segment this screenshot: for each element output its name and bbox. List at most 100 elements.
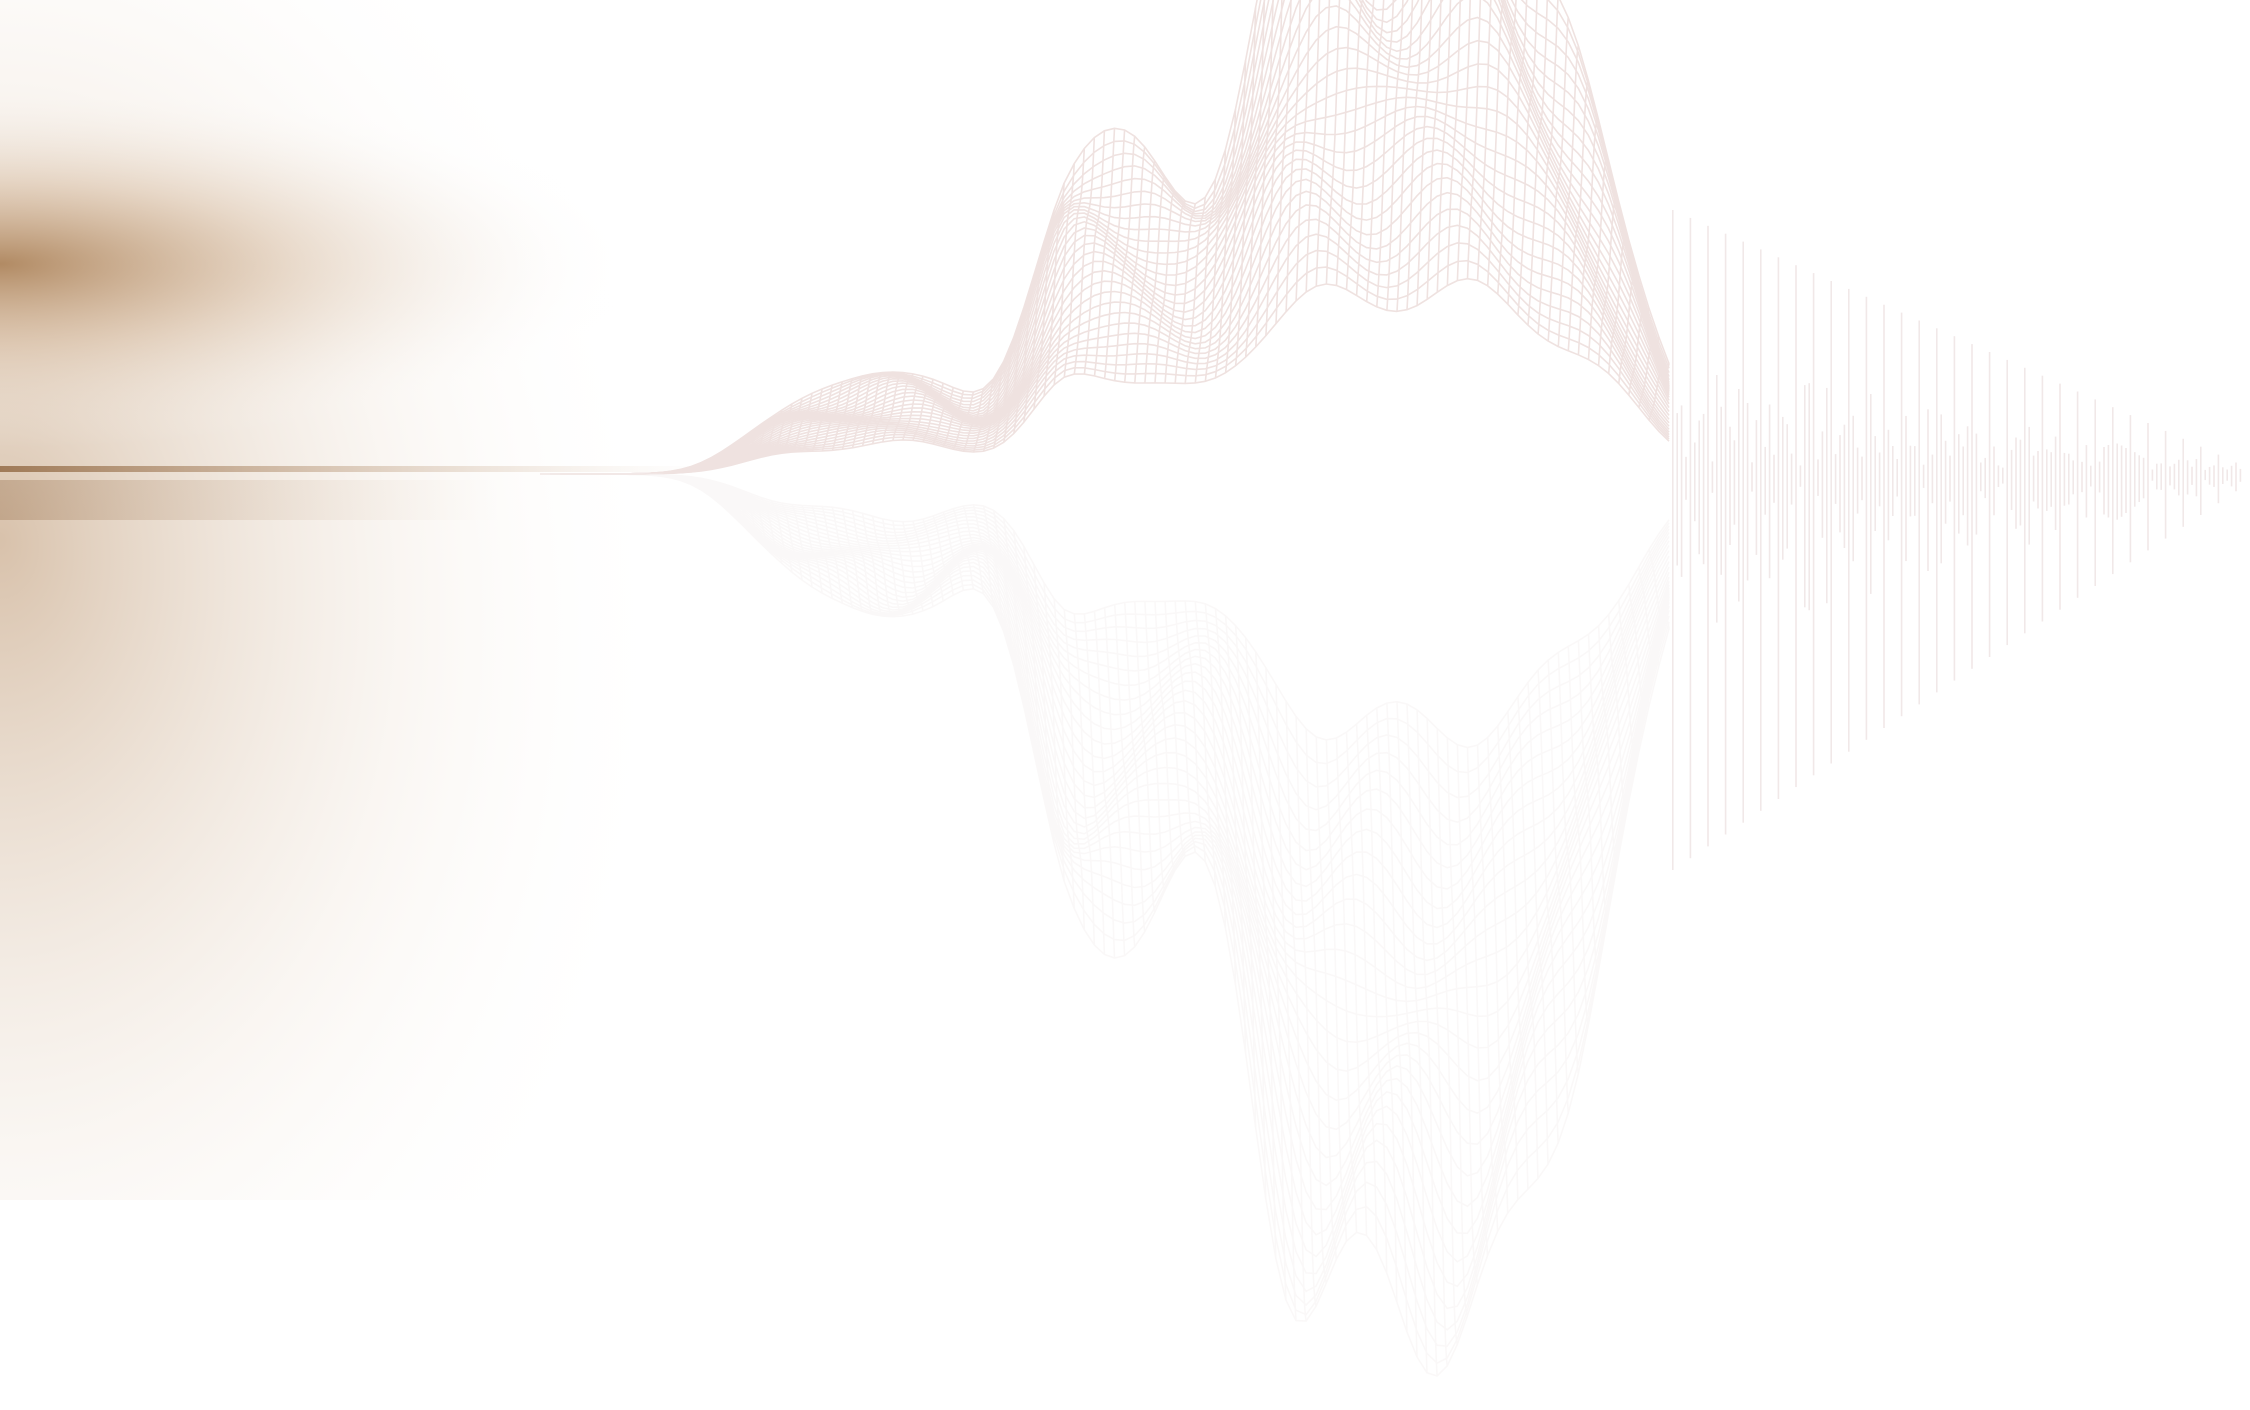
reflection-column-line xyxy=(962,505,985,594)
spectrum-bar xyxy=(1900,312,1903,717)
reflection-column-line xyxy=(912,520,934,607)
mesh-column-line xyxy=(661,468,682,475)
mesh-column-line xyxy=(1103,129,1126,379)
spectrum-bar xyxy=(1746,403,1749,581)
reflection-column-line xyxy=(1406,703,1428,1373)
spectrum-bar xyxy=(2107,445,2110,518)
mesh-row-line xyxy=(560,39,1670,475)
spectrum-bar xyxy=(1971,344,1973,669)
mesh-column-line xyxy=(1406,0,1423,310)
spectrum-bar xyxy=(1962,446,1964,516)
reflection-column-line xyxy=(1023,546,1045,799)
mesh-column-line xyxy=(710,444,732,471)
spectrum-bar xyxy=(1738,389,1740,602)
reflection-column-line xyxy=(1103,607,1126,956)
reflection-column-line xyxy=(1123,602,1146,932)
spectrum-bar xyxy=(2208,466,2211,485)
mesh-column-line xyxy=(1497,0,1517,295)
reflection-column-line xyxy=(1648,549,1670,629)
mesh-column-line xyxy=(1073,137,1096,375)
mesh-column-line xyxy=(1164,200,1186,384)
spectrum-bar xyxy=(1812,273,1815,776)
spectrum-bar xyxy=(2156,463,2158,490)
spectrum-bar xyxy=(2116,443,2118,520)
reflection-column-line xyxy=(1224,615,1247,1054)
mesh-column-line xyxy=(781,398,803,454)
reflection-column-line xyxy=(861,513,884,617)
spectrum-bar xyxy=(2217,454,2220,504)
reflection-column-line xyxy=(1557,652,1580,1074)
mesh-column-line xyxy=(1224,60,1247,373)
mesh-row-line xyxy=(560,63,1670,475)
reflection-row-line xyxy=(560,473,1670,823)
spectrum-bar xyxy=(2059,383,2061,610)
spectrum-bar xyxy=(1984,457,1986,499)
spectrum-bar xyxy=(1878,452,1881,507)
reflection-column-line xyxy=(1597,625,1619,860)
reflection-column-line xyxy=(1607,614,1630,805)
spectrum-bar xyxy=(1922,464,1925,488)
reflection-column-line xyxy=(1093,611,1116,959)
spectrum-bar xyxy=(2235,462,2237,492)
reflection-column-line xyxy=(1144,601,1166,891)
reflection-row-line xyxy=(560,473,1670,1288)
mesh-column-line xyxy=(982,361,1005,452)
reflection-column-line xyxy=(1083,613,1106,955)
mesh-column-line xyxy=(750,416,773,461)
reflection-column-line xyxy=(1486,737,1509,1214)
mesh-column-line xyxy=(730,430,753,466)
spectrum-bar xyxy=(1768,404,1771,579)
reflection-column-line xyxy=(1043,582,1065,882)
mesh-column-line xyxy=(1648,363,1670,421)
reflection-column-line xyxy=(720,482,743,525)
spectrum-bar xyxy=(2068,453,2070,505)
spectrum-bar xyxy=(1918,320,1920,705)
mesh-column-line xyxy=(1386,0,1404,311)
spectrum-bar xyxy=(1856,447,1859,514)
reflection-column-line xyxy=(811,505,833,599)
reflection-column-line xyxy=(851,510,874,615)
spectrum-bar xyxy=(2085,445,2088,518)
reflection-column-line xyxy=(1446,737,1469,1316)
mesh-column-line xyxy=(1618,275,1640,384)
spectrum-bar xyxy=(2204,469,2206,481)
spectrum-bar xyxy=(1680,405,1683,577)
reflection-row-line xyxy=(560,473,1670,962)
mesh-row-line xyxy=(560,224,1670,475)
mesh-column-line xyxy=(992,337,1015,449)
reflection-row-line xyxy=(560,473,1670,890)
spectrum-bar xyxy=(2090,465,2092,487)
reflection-column-line xyxy=(1456,744,1479,1285)
spectrum-bar xyxy=(1830,281,1832,764)
reflection-row-line xyxy=(560,473,1670,1114)
mesh-column-line xyxy=(811,384,833,452)
spectrum-bar xyxy=(1777,257,1780,799)
reflection-column-line xyxy=(841,508,864,612)
spectrum-bar xyxy=(1988,352,1991,657)
spectrum-bar xyxy=(2041,375,2044,622)
mesh-row-line xyxy=(560,115,1670,475)
reflection-column-line xyxy=(1355,723,1378,1250)
spectrum-bar xyxy=(2129,415,2132,563)
reflection-column-line xyxy=(1154,601,1176,871)
reflection-row-line xyxy=(560,473,1670,945)
mesh-column-line xyxy=(1063,148,1086,378)
spectrum-bar xyxy=(2169,466,2171,486)
reflection-row-line xyxy=(560,473,1670,976)
mesh-column-line xyxy=(1214,109,1237,378)
spectrum-bar xyxy=(1676,413,1678,566)
reflection-column-line xyxy=(902,521,924,612)
mesh-column-line xyxy=(1476,0,1492,281)
spectrum-bar xyxy=(1733,440,1736,525)
spectrum-bar xyxy=(2015,437,2017,529)
reflection-column-line xyxy=(1436,728,1459,1345)
reflection-column-line xyxy=(710,479,733,515)
spectrum-bar xyxy=(2195,459,2198,497)
mesh-row-line xyxy=(560,125,1670,475)
reflection-row-line xyxy=(560,473,1670,1235)
spectrum-bar xyxy=(2191,466,2193,485)
mesh-column-line xyxy=(1174,203,1196,384)
reflection-column-line xyxy=(1365,715,1388,1273)
mesh-column-line xyxy=(1023,241,1045,423)
